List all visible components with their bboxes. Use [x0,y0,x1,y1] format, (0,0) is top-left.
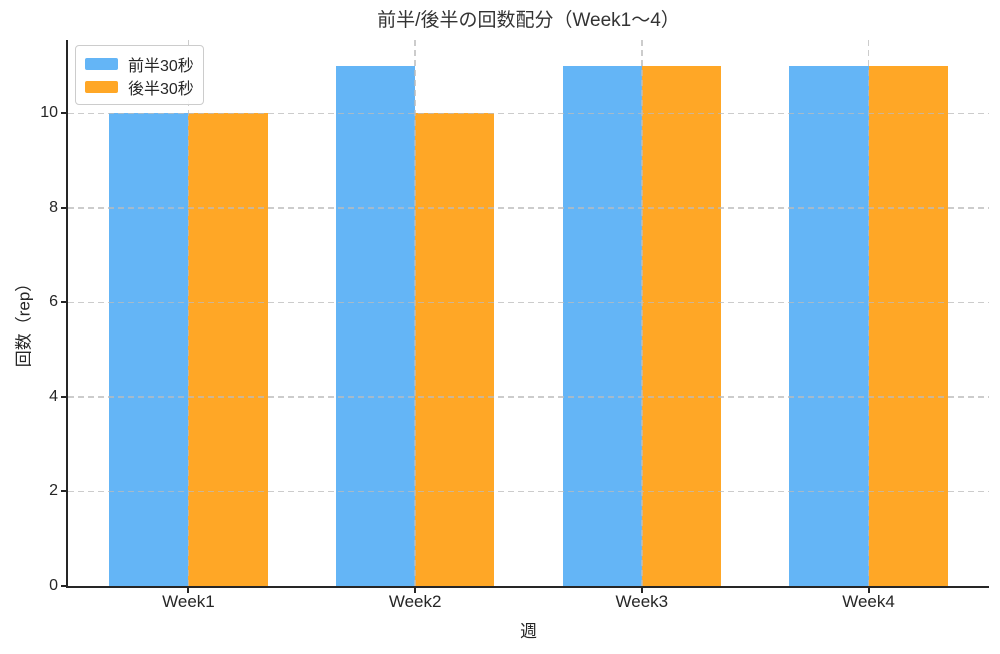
legend-swatch-前半30秒 [85,57,118,70]
x-axis-label: 週 [520,622,537,641]
bar-前半30秒-Week1 [109,113,189,586]
y-tick-mark-4 [61,395,66,398]
gridline-horizontal-10 [68,112,989,115]
gridline-vertical-Week1 [187,40,190,586]
x-tick-mark-Week3 [640,588,643,593]
y-tick-mark-0 [61,585,66,587]
y-axis-spine [66,40,68,588]
bar-後半30秒-Week3 [641,66,722,586]
gridline-vertical-Week3 [641,40,643,586]
x-tick-mark-Week2 [414,588,417,593]
bar-後半30秒-Week4 [868,66,948,586]
bar-後半30秒-Week1 [188,113,268,586]
x-axis-spine [66,586,989,588]
x-tick-label-Week3: Week3 [615,592,669,611]
gridline-vertical-Week4 [867,40,870,586]
y-tick-label-0: 0 [49,577,58,594]
y-tick-label-8: 8 [49,198,58,216]
y-tick-label-4: 4 [49,387,58,405]
y-tick-label-2: 2 [49,482,58,500]
legend: 前半30秒後半30秒 [75,45,204,105]
legend-label-後半30秒: 後半30秒 [128,80,194,98]
legend-swatch-後半30秒 [85,80,118,93]
legend-item-前半30秒: 前半30秒 [85,52,194,75]
x-tick-label-Week1: Week1 [162,592,215,611]
x-tick-label-Week2: Week2 [388,592,442,611]
x-tick-mark-Week4 [867,588,870,593]
x-tick-mark-Week1 [187,588,190,593]
gridline-vertical-Week2 [414,40,416,586]
gridline-horizontal-4 [68,396,989,398]
bar-前半30秒-Week2 [335,66,416,586]
bar-前半30秒-Week3 [562,66,642,586]
plot-area: 前半30秒後半30秒 [68,40,989,586]
y-tick-label-6: 6 [49,293,58,311]
bar-前半30秒-Week4 [789,66,869,586]
y-axis-label: 回数（rep） [14,274,34,368]
y-tick-mark-8 [61,206,66,209]
y-tick-mark-2 [61,490,66,493]
y-tick-mark-10 [61,112,66,115]
y-tick-label-10: 10 [40,104,58,122]
gridline-horizontal-6 [68,301,989,304]
y-tick-mark-6 [61,301,66,304]
x-tick-label-Week4: Week4 [842,592,895,611]
chart-title: 前半/後半の回数配分（Week1〜4） [377,10,680,31]
legend-item-後半30秒: 後半30秒 [85,75,194,98]
gridline-horizontal-2 [68,490,989,493]
legend-label-前半30秒: 前半30秒 [128,57,194,75]
gridline-horizontal-8 [68,207,989,209]
bar-後半30秒-Week2 [415,113,495,586]
